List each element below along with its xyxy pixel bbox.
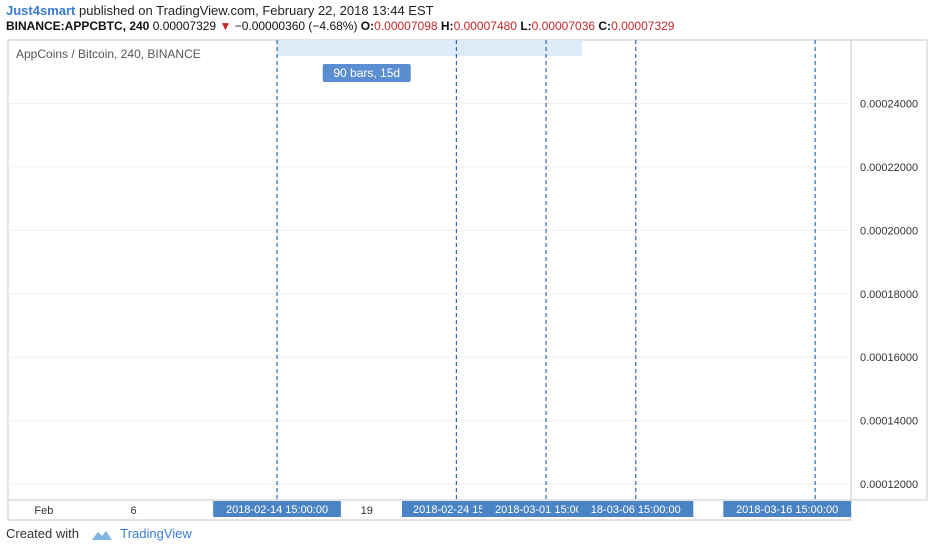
high-label: H: <box>440 19 454 33</box>
date-badge-label: 2018-03-16 15:00:00 <box>736 504 838 516</box>
down-arrow-icon: ▼ <box>219 19 232 33</box>
created-with-text: Created with <box>6 526 79 541</box>
plot-area[interactable] <box>7 39 852 501</box>
symbol-info: BINANCE:APPCBTC, 240 0.00007329 ▼ −0.000… <box>6 19 674 33</box>
date-badge <box>482 501 610 517</box>
close-label: C: <box>598 19 612 33</box>
open-label: O: <box>360 19 375 33</box>
price-change: −0.00000360 (−4.68%) <box>234 19 358 33</box>
tradingview-logo-icon <box>91 530 112 540</box>
range-badge-label: 90 bars, 15d <box>333 66 400 80</box>
x-tick-label: Feb <box>34 505 53 517</box>
x-tick-label: 19 <box>361 505 373 517</box>
date-badge-label: 18-03-06 15:00:00 <box>591 504 681 516</box>
symbol-label: BINANCE:APPCBTC, 240 <box>6 19 150 33</box>
date-badge <box>213 501 341 517</box>
published-text: published on TradingView.com, February 2… <box>79 3 434 18</box>
footer: Created with TradingView <box>6 526 192 541</box>
author-link[interactable]: Just4smart <box>6 3 76 18</box>
close-value: 0.00007329 <box>611 19 675 33</box>
date-badge <box>578 501 694 517</box>
y-tick-label: 0.00016000 <box>860 352 918 364</box>
y-tick-label: 0.00020000 <box>860 225 918 237</box>
y-tick-label: 0.00012000 <box>860 479 918 491</box>
open-value: 0.00007098 <box>374 19 438 33</box>
y-tick-label: 0.00014000 <box>860 416 918 428</box>
tradingview-brand-link[interactable]: TradingView <box>120 526 192 541</box>
date-badge <box>723 501 851 517</box>
x-tick-label: 6 <box>130 505 136 517</box>
price-axis[interactable] <box>850 39 928 501</box>
date-badge-label: 2018-03-01 15:00:00 <box>495 504 597 516</box>
chart-title: AppCoins / Bitcoin, 240, BINANCE <box>16 47 201 61</box>
y-tick-label: 0.00024000 <box>860 98 918 110</box>
date-badge-label: 2018-02-24 15:00 <box>413 504 500 516</box>
date-range-highlight <box>277 40 582 56</box>
range-badge <box>322 64 411 82</box>
y-tick-label: 0.00022000 <box>860 162 918 174</box>
high-value: 0.00007480 <box>453 19 517 33</box>
publish-info: Just4smart published on TradingView.com,… <box>6 3 434 18</box>
y-tick-label: 0.00018000 <box>860 289 918 301</box>
last-price: 0.00007329 <box>152 19 217 33</box>
low-label: L: <box>520 19 532 33</box>
date-badge-label: 2018-02-14 15:00:00 <box>226 504 328 516</box>
low-value: 0.00007036 <box>531 19 596 33</box>
